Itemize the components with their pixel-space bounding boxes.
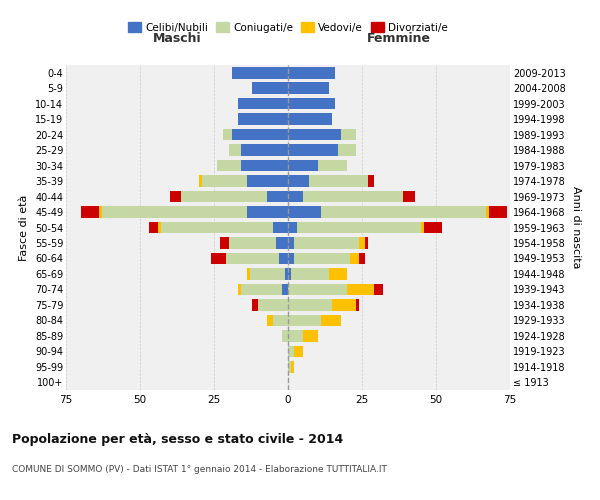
Bar	[368, 176, 374, 187]
Bar	[229, 237, 276, 249]
Bar	[359, 252, 365, 264]
Bar	[288, 222, 297, 234]
Bar	[288, 160, 317, 172]
Bar	[217, 160, 241, 172]
Bar	[158, 222, 161, 234]
Bar	[421, 222, 424, 234]
Bar	[288, 206, 320, 218]
Bar	[329, 268, 347, 280]
Bar	[229, 144, 241, 156]
Bar	[341, 129, 356, 140]
Bar	[282, 330, 288, 342]
Bar	[273, 314, 288, 326]
Bar	[365, 237, 368, 249]
Bar	[320, 206, 487, 218]
Bar	[317, 160, 347, 172]
Bar	[288, 176, 309, 187]
Legend: Celibi/Nubili, Coniugati/e, Vedovi/e, Divorziati/e: Celibi/Nubili, Coniugati/e, Vedovi/e, Di…	[124, 18, 452, 37]
Bar	[288, 284, 347, 295]
Bar	[294, 237, 359, 249]
Bar	[247, 268, 250, 280]
Bar	[241, 160, 288, 172]
Bar	[220, 237, 229, 249]
Bar	[288, 299, 332, 310]
Bar	[202, 176, 247, 187]
Bar	[199, 176, 202, 187]
Bar	[181, 190, 267, 202]
Bar	[247, 206, 288, 218]
Bar	[247, 176, 288, 187]
Bar	[424, 222, 442, 234]
Bar	[285, 268, 288, 280]
Bar	[170, 190, 181, 202]
Bar	[149, 222, 158, 234]
Bar	[291, 268, 329, 280]
Bar	[211, 252, 226, 264]
Bar	[267, 190, 288, 202]
Bar	[238, 114, 288, 125]
Bar	[288, 268, 291, 280]
Bar	[303, 330, 317, 342]
Bar	[297, 222, 421, 234]
Bar	[253, 299, 259, 310]
Bar	[223, 129, 232, 140]
Bar	[350, 252, 359, 264]
Bar	[250, 268, 285, 280]
Bar	[273, 222, 288, 234]
Text: Popolazione per età, sesso e stato civile - 2014: Popolazione per età, sesso e stato civil…	[12, 432, 343, 446]
Bar	[232, 129, 288, 140]
Bar	[81, 206, 98, 218]
Bar	[238, 284, 241, 295]
Bar	[294, 346, 303, 357]
Bar	[288, 314, 320, 326]
Bar	[288, 114, 332, 125]
Bar	[288, 144, 338, 156]
Bar	[98, 206, 101, 218]
Bar	[226, 252, 279, 264]
Bar	[374, 284, 383, 295]
Bar	[288, 129, 341, 140]
Bar	[320, 314, 341, 326]
Bar	[288, 98, 335, 110]
Text: Femmine: Femmine	[367, 32, 431, 45]
Bar	[259, 299, 288, 310]
Bar	[282, 284, 288, 295]
Bar	[288, 361, 291, 372]
Bar	[288, 346, 294, 357]
Bar	[347, 284, 374, 295]
Bar	[241, 284, 282, 295]
Y-axis label: Anni di nascita: Anni di nascita	[571, 186, 581, 269]
Y-axis label: Fasce di età: Fasce di età	[19, 194, 29, 260]
Bar	[332, 299, 356, 310]
Bar	[487, 206, 489, 218]
Bar	[288, 330, 303, 342]
Bar	[276, 237, 288, 249]
Bar	[267, 314, 273, 326]
Text: Maschi: Maschi	[152, 32, 202, 45]
Bar	[309, 176, 368, 187]
Bar	[288, 252, 294, 264]
Bar	[294, 252, 350, 264]
Bar	[403, 190, 415, 202]
Bar	[232, 67, 288, 78]
Bar	[253, 82, 288, 94]
Text: COMUNE DI SOMMO (PV) - Dati ISTAT 1° gennaio 2014 - Elaborazione TUTTITALIA.IT: COMUNE DI SOMMO (PV) - Dati ISTAT 1° gen…	[12, 465, 387, 474]
Bar	[101, 206, 247, 218]
Bar	[241, 144, 288, 156]
Bar	[489, 206, 507, 218]
Bar	[161, 222, 273, 234]
Bar	[288, 67, 335, 78]
Bar	[238, 98, 288, 110]
Bar	[338, 144, 356, 156]
Bar	[359, 237, 365, 249]
Bar	[291, 361, 294, 372]
Bar	[303, 190, 403, 202]
Bar	[288, 237, 294, 249]
Bar	[356, 299, 359, 310]
Bar	[288, 82, 329, 94]
Bar	[288, 190, 303, 202]
Bar	[279, 252, 288, 264]
